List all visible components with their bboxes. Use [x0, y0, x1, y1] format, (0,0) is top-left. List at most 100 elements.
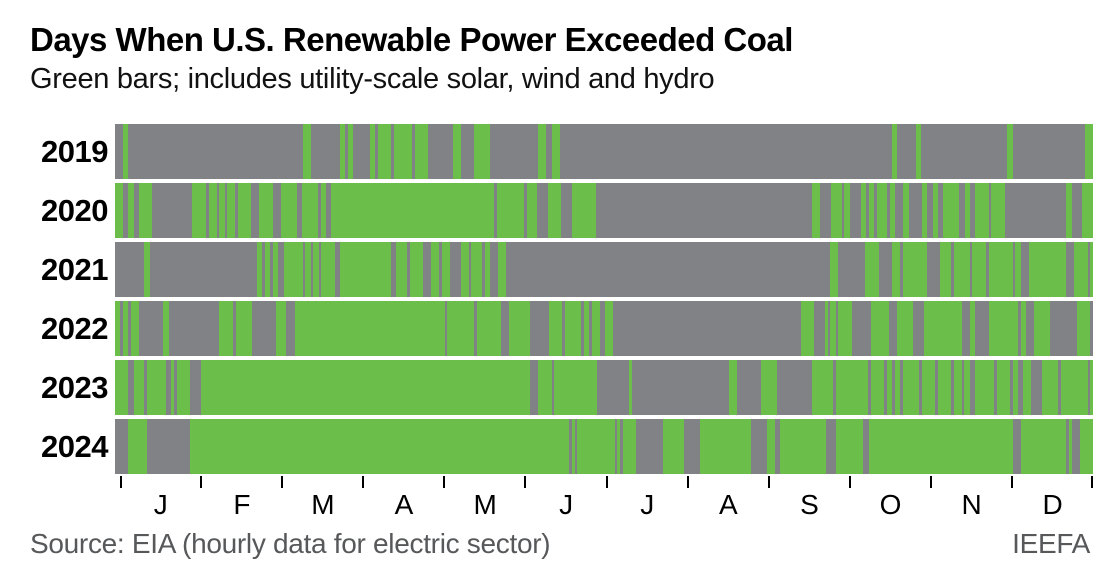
green-day-segment: [700, 419, 751, 474]
green-day-segment: [447, 301, 475, 356]
year-row-2021: 2021: [0, 242, 1093, 297]
green-day-segment: [868, 183, 874, 238]
green-day-segment: [302, 124, 311, 179]
chart-rows: 2019 2020 2021 2022 2023 2024: [0, 124, 1093, 474]
green-day-segment: [265, 242, 271, 297]
axis-tick: [848, 476, 851, 488]
green-day-segment: [273, 242, 279, 297]
green-day-segment: [953, 360, 962, 415]
green-day-segment: [1079, 419, 1093, 474]
green-day-segment: [577, 419, 615, 474]
month-label: N: [961, 489, 982, 520]
green-day-segment: [988, 301, 1018, 356]
month-label: S: [800, 489, 819, 520]
month-label: F: [233, 489, 250, 520]
green-day-segment: [1084, 301, 1091, 356]
green-day-segment: [128, 419, 148, 474]
green-day-segment: [1084, 124, 1093, 179]
green-day-segment: [889, 183, 896, 238]
green-day-segment: [243, 301, 252, 356]
green-day-segment: [760, 360, 777, 415]
year-bar-2020: [115, 183, 1093, 238]
green-day-segment: [1015, 242, 1021, 297]
green-day-segment: [208, 183, 217, 238]
green-day-segment: [964, 183, 971, 238]
year-row-2020: 2020: [0, 183, 1093, 238]
green-day-segment: [538, 360, 552, 415]
axis-tick: [929, 476, 932, 488]
green-day-segment: [123, 301, 129, 356]
green-day-segment: [1090, 360, 1093, 415]
green-day-segment: [476, 301, 501, 356]
green-day-segment: [163, 301, 169, 356]
month-label: M: [311, 489, 335, 520]
green-day-segment: [508, 301, 531, 356]
green-day-segment: [305, 242, 311, 297]
green-day-segment: [115, 301, 121, 356]
green-day-segment: [123, 124, 129, 179]
green-day-segment: [348, 124, 354, 179]
month-label: M: [473, 489, 497, 520]
green-day-segment: [340, 124, 346, 179]
green-day-segment: [460, 242, 469, 297]
green-day-segment: [144, 242, 150, 297]
green-day-segment: [876, 183, 888, 238]
green-day-segment: [1028, 242, 1067, 297]
green-day-segment: [1007, 124, 1013, 179]
year-row-2024: 2024: [0, 419, 1093, 474]
green-day-segment: [452, 124, 461, 179]
green-day-segment: [1020, 419, 1067, 474]
green-day-segment: [830, 242, 839, 297]
green-day-segment: [147, 360, 166, 415]
axis-tick: [362, 476, 365, 488]
green-day-segment: [860, 183, 866, 238]
green-day-segment: [583, 301, 590, 356]
green-day-segment: [331, 183, 495, 238]
green-day-segment: [1020, 301, 1026, 356]
green-day-segment: [836, 419, 864, 474]
green-day-segment: [200, 360, 531, 415]
green-day-segment: [838, 301, 852, 356]
year-bar-2023: [115, 360, 1093, 415]
green-day-segment: [975, 183, 989, 238]
chart-subtitle: Green bars; includes utility-scale solar…: [30, 63, 715, 95]
green-day-segment: [131, 301, 140, 356]
green-day-segment: [916, 124, 922, 179]
axis-tick: [605, 476, 608, 488]
green-day-segment: [894, 360, 901, 415]
month-label: J: [640, 489, 654, 520]
green-day-segment: [924, 301, 957, 356]
axis-tick: [200, 476, 203, 488]
green-day-segment: [865, 242, 879, 297]
green-day-segment: [340, 242, 391, 297]
green-day-segment: [415, 124, 429, 179]
green-day-segment: [128, 183, 134, 238]
green-day-segment: [892, 242, 901, 297]
green-day-segment: [565, 301, 582, 356]
green-day-segment: [189, 419, 570, 474]
green-day-segment: [940, 242, 951, 297]
green-day-segment: [571, 183, 596, 238]
green-day-segment: [219, 301, 233, 356]
year-bar-2024: [115, 419, 1093, 474]
green-day-segment: [377, 124, 391, 179]
green-day-segment: [474, 124, 491, 179]
axis-tick: [767, 476, 770, 488]
chart-header: Days When U.S. Renewable Power Exceeded …: [30, 20, 1090, 96]
green-day-segment: [471, 242, 483, 297]
green-day-segment: [1066, 183, 1072, 238]
green-day-segment: [235, 301, 244, 356]
year-row-2023: 2023: [0, 360, 1093, 415]
green-day-segment: [484, 242, 491, 297]
green-day-segment: [275, 301, 287, 356]
green-day-segment: [800, 301, 815, 356]
green-day-segment: [526, 183, 538, 238]
green-day-segment: [431, 242, 440, 297]
green-day-segment: [441, 242, 450, 297]
green-day-segment: [991, 183, 1005, 238]
green-day-segment: [830, 301, 836, 356]
green-day-segment: [937, 360, 951, 415]
green-day-segment: [549, 301, 563, 356]
